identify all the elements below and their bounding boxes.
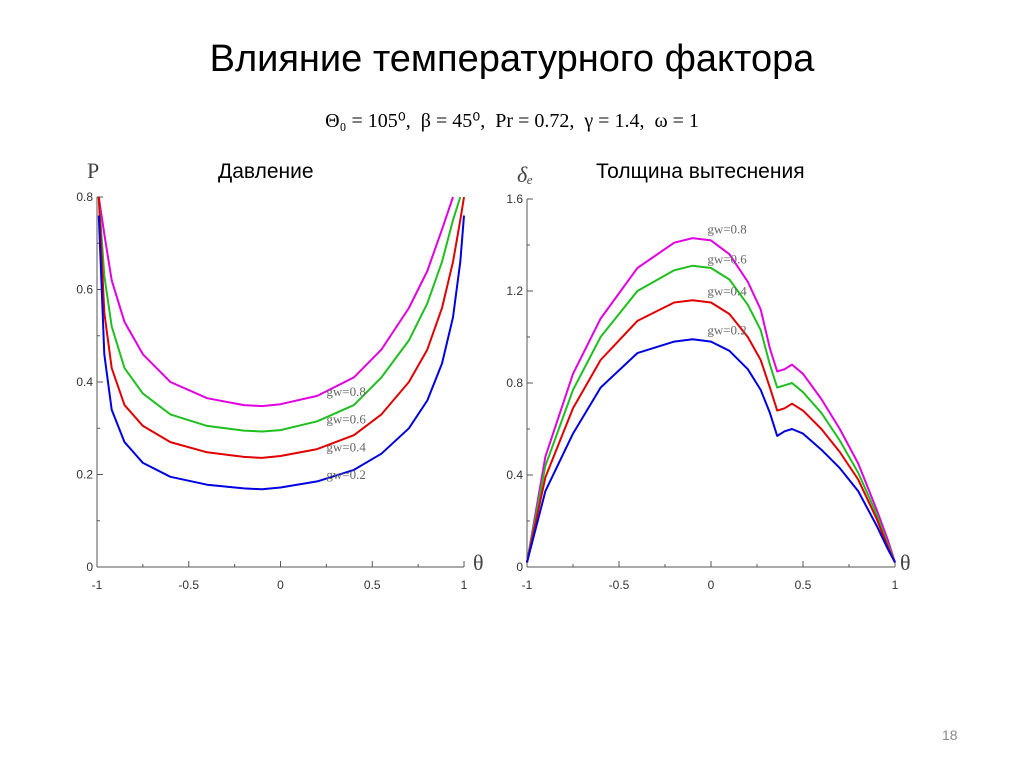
x-tick-label: 0.5 bbox=[795, 578, 812, 592]
x-tick-label: -1 bbox=[92, 578, 103, 592]
y-tick-label: 0.4 bbox=[506, 468, 523, 482]
y-tick-label: 0.8 bbox=[506, 376, 523, 390]
y-tick-label: 1.6 bbox=[506, 192, 523, 206]
chart-title-displacement-thickness: Толщина вытеснения bbox=[596, 160, 805, 183]
x-tick-label: 1 bbox=[461, 578, 468, 592]
series-line bbox=[97, 215, 465, 491]
series-line bbox=[526, 264, 896, 563]
series-label: gw=0.2 bbox=[326, 467, 365, 482]
page-number: 18 bbox=[942, 727, 958, 743]
y-tick-label: 0.2 bbox=[76, 468, 93, 482]
series-label: gw=0.4 bbox=[326, 439, 366, 454]
parameters-line: Θ₀ = 105⁰, β = 45⁰, Pr = 0.72, γ = 1.4, … bbox=[325, 110, 699, 132]
series-label: gw=0.8 bbox=[707, 222, 746, 237]
chart-title-pressure: Давление bbox=[218, 160, 314, 183]
series-label: gw=0.8 bbox=[326, 384, 365, 399]
series-line bbox=[97, 196, 465, 459]
x-tick-label: 0.5 bbox=[364, 578, 381, 592]
y-tick-label: 1.2 bbox=[506, 284, 523, 298]
series-line bbox=[97, 196, 462, 433]
y-tick-label: 0.8 bbox=[76, 190, 93, 204]
series-line bbox=[526, 338, 896, 563]
series-label: gw=0.4 bbox=[707, 284, 747, 299]
x-tick-label: -0.5 bbox=[609, 578, 630, 592]
series-label: gw=0.2 bbox=[707, 323, 746, 338]
pressure-chart: 0 0.2 0.4 0.6 0.8 -1 -0.5 0 0.5 1 Pθ gw=0.8 gw=0.6 gw… bbox=[76, 158, 483, 592]
slide-title: Влияние температурного фактора bbox=[209, 38, 815, 80]
y-tick-label: 0 bbox=[86, 560, 93, 574]
series-line bbox=[526, 237, 896, 563]
y-axis-label: δₑ bbox=[517, 162, 533, 187]
x-axis-label: θ bbox=[900, 550, 911, 575]
series-line bbox=[97, 196, 454, 408]
series-label: gw=0.6 bbox=[707, 251, 747, 266]
y-tick-label: 0.4 bbox=[76, 375, 93, 389]
y-axis-label: P bbox=[87, 158, 99, 183]
x-tick-label: 0 bbox=[277, 578, 284, 592]
displacement-chart: 0 0.4 0.8 1.2 1.6 -1 -0.5 0 0.5 1 δₑ θ gw=0.8 gw=0.6 g… bbox=[506, 162, 910, 592]
series-line bbox=[526, 299, 896, 563]
x-axis-label: θ bbox=[473, 550, 484, 575]
x-tick-label: -0.5 bbox=[178, 578, 199, 592]
series-label: gw=0.6 bbox=[326, 412, 366, 427]
x-tick-label: -1 bbox=[522, 578, 533, 592]
x-tick-label: 1 bbox=[892, 578, 899, 592]
x-tick-label: 0 bbox=[708, 578, 715, 592]
y-tick-label: 0 bbox=[516, 560, 523, 574]
y-tick-label: 0.6 bbox=[76, 283, 93, 297]
